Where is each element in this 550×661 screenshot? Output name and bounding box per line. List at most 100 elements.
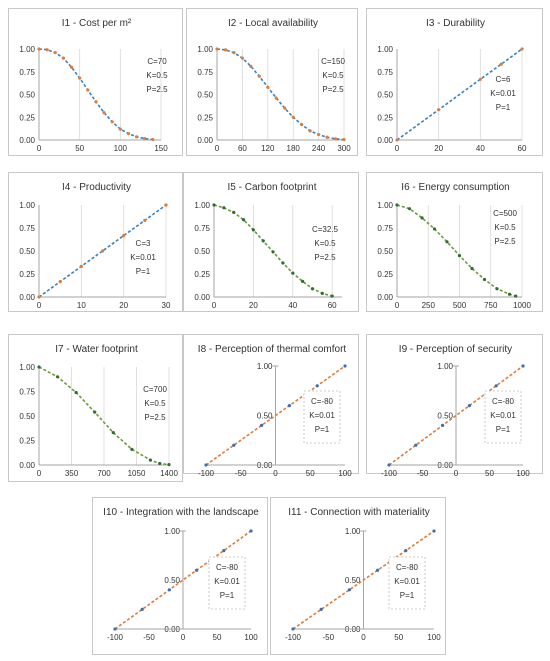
data-point	[404, 549, 408, 553]
data-point	[167, 588, 171, 592]
param-p: P=1	[220, 591, 235, 600]
data-point	[222, 206, 226, 210]
y-tick-label: 0.50	[19, 412, 35, 421]
y-tick-label: 0.00	[19, 136, 35, 145]
data-point	[333, 137, 338, 141]
data-point	[151, 137, 155, 142]
param-c: C=70	[147, 57, 167, 66]
params-box	[484, 390, 522, 444]
data-point	[110, 120, 114, 124]
data-point	[195, 568, 199, 572]
y-tick-label: 0.00	[197, 136, 213, 145]
data-point	[100, 249, 105, 253]
x-tick-label: 500	[453, 301, 467, 310]
data-point	[130, 447, 134, 451]
chart-svg-2: I2 - Local availability 0 60 120 180 240 300 0.…	[197, 18, 351, 153]
y-tick-label: 1.00	[164, 527, 180, 536]
param-k: K=0.01	[309, 411, 335, 420]
data-point	[432, 529, 436, 533]
param-k: K=0.5	[494, 223, 516, 232]
x-tick-label: 40	[476, 144, 485, 153]
data-point	[478, 77, 482, 81]
chart-panel-7: I7 - Water footprint 0 350 700 1050 1400 0.00 0…	[8, 334, 183, 482]
chart-title: I6 - Energy consumption	[401, 182, 509, 193]
y-tick-label: 0.25	[377, 270, 393, 279]
data-point	[204, 463, 208, 467]
data-point	[260, 423, 264, 427]
data-point	[69, 65, 74, 69]
data-point	[53, 51, 57, 55]
chart-panel-9: I9 - Perception of security -100 -50 0 50 100…	[366, 334, 543, 478]
data-point	[79, 264, 83, 268]
y-tick-label: 0.75	[197, 68, 213, 77]
data-point	[283, 106, 287, 110]
chart-svg-7: I7 - Water footprint 0 350 700 1050 1400 0.00 0…	[19, 344, 178, 478]
param-c: C=-80	[396, 563, 419, 572]
data-point	[240, 56, 244, 60]
param-p: P=1	[496, 103, 511, 112]
data-point	[94, 100, 98, 104]
param-k: K=0.01	[214, 577, 240, 586]
data-point	[126, 132, 131, 136]
param-p: P=1	[136, 267, 151, 276]
param-p: P=1	[400, 591, 415, 600]
x-tick-label: 100	[338, 469, 352, 478]
chart-title: I5 - Carbon footprint	[228, 182, 317, 193]
data-point	[470, 266, 474, 271]
x-tick-label: 0	[37, 144, 42, 153]
chart-svg-3: I3 - Durability 0 20 40 60 0.00 0.25 0.50 0.75 1.…	[377, 18, 527, 153]
y-tick-label: 0.00	[194, 293, 210, 302]
y-tick-label: 0.50	[437, 412, 453, 421]
param-c: C=150	[321, 57, 345, 66]
y-tick-label: 0.75	[19, 68, 35, 77]
x-tick-label: 50	[394, 633, 403, 642]
y-tick-label: 1.00	[194, 201, 210, 210]
params-box	[303, 390, 341, 444]
data-point	[271, 250, 275, 254]
param-p: P=1	[315, 425, 330, 434]
data-point	[514, 294, 518, 298]
y-tick-label: 0.75	[194, 224, 210, 233]
data-point	[232, 443, 236, 447]
data-point	[520, 47, 524, 51]
data-point	[310, 287, 315, 291]
chart-svg-9: I9 - Perception of security -100 -50 0 50 100…	[381, 344, 530, 478]
param-c: C=-80	[311, 397, 334, 406]
param-k: K=0.5	[144, 399, 166, 408]
x-tick-label: 700	[97, 469, 111, 478]
data-point	[113, 627, 117, 631]
y-tick-label: 1.00	[19, 201, 35, 210]
param-p: P=2.5	[494, 237, 516, 246]
data-point	[376, 568, 380, 572]
x-tick-label: -100	[285, 633, 302, 642]
param-c: C=700	[143, 385, 167, 394]
data-point	[135, 135, 139, 139]
x-tick-label: 20	[434, 144, 443, 153]
chart-panel-3: I3 - Durability 0 20 40 60 0.00 0.25 0.50 0.75 1.…	[366, 8, 543, 156]
data-point	[61, 56, 65, 60]
data-point	[143, 137, 147, 141]
x-tick-label: 100	[427, 633, 441, 642]
data-point	[300, 122, 304, 127]
data-point	[387, 463, 391, 467]
series-line	[38, 48, 153, 141]
chart-panel-1: I1 - Cost per m² 0 50 100 150 0.00 0.25 0.50 0.7…	[8, 8, 183, 156]
y-tick-label: 0.25	[19, 113, 35, 122]
data-point	[330, 294, 334, 298]
param-p: P=2.5	[322, 85, 344, 94]
data-point	[445, 240, 449, 244]
chart-title: I7 - Water footprint	[55, 344, 138, 355]
param-c: C=3	[136, 239, 151, 248]
series-line	[396, 48, 523, 141]
param-k: K=0.5	[322, 71, 344, 80]
data-point	[287, 404, 291, 408]
data-point	[93, 410, 97, 414]
y-tick-label: 0.50	[19, 91, 35, 100]
data-point	[325, 135, 329, 139]
data-point	[457, 254, 462, 258]
data-point	[482, 277, 487, 282]
data-point	[45, 48, 49, 52]
data-point	[232, 51, 236, 55]
x-tick-label: 0	[181, 633, 186, 642]
x-tick-label: 50	[485, 469, 494, 478]
